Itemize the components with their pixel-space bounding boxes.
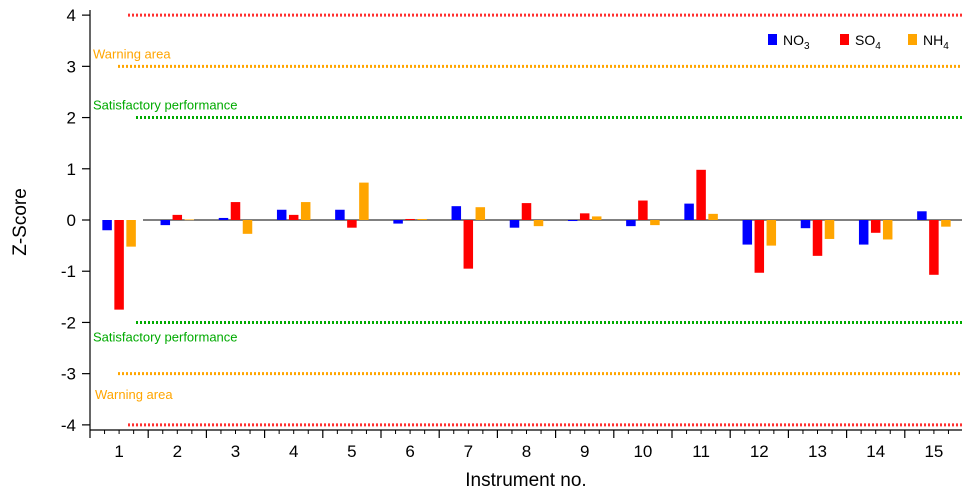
x-tick-label: 15 bbox=[924, 442, 943, 461]
warning-area-label: Warning area bbox=[95, 387, 173, 402]
x-ticks-group: 1 2 3 4 5 6 7 8 9 10 11 12 13 14 15 bbox=[89, 430, 949, 461]
x-tick-label: 5 bbox=[347, 442, 356, 461]
legend-label-main: NH bbox=[923, 32, 943, 48]
legend-label: NH4 bbox=[923, 32, 949, 52]
y-tick-label: -2 bbox=[61, 313, 76, 332]
legend-label: SO4 bbox=[855, 32, 881, 52]
bar bbox=[184, 219, 195, 221]
bar bbox=[300, 202, 311, 220]
bar bbox=[812, 220, 823, 256]
x-tick-label: 3 bbox=[231, 442, 240, 461]
bar bbox=[929, 220, 939, 275]
bar bbox=[638, 200, 648, 220]
x-tick-label: 10 bbox=[633, 442, 652, 461]
bar bbox=[579, 213, 590, 220]
bar bbox=[393, 220, 403, 224]
reference-label: Satisfactory performance bbox=[93, 98, 238, 113]
bar bbox=[160, 220, 171, 226]
bar bbox=[359, 182, 369, 220]
y-tick-label: 4 bbox=[67, 6, 76, 25]
x-tick-label: 6 bbox=[405, 442, 414, 461]
bar bbox=[451, 206, 462, 220]
bar bbox=[521, 203, 532, 220]
legend-label-subscript: 4 bbox=[943, 41, 949, 52]
bar bbox=[591, 216, 602, 220]
annotations-group: Warning area Satisfactory performance Sati… bbox=[93, 46, 238, 402]
legend: NO3 SO4 NH4 bbox=[768, 32, 949, 52]
y-tick-label: -3 bbox=[61, 365, 76, 384]
y-tick-label: -4 bbox=[61, 416, 76, 435]
bar bbox=[347, 220, 357, 228]
bar bbox=[754, 220, 765, 273]
bar bbox=[567, 220, 578, 222]
x-tick-label: 14 bbox=[866, 442, 885, 461]
bar bbox=[114, 220, 124, 310]
bar bbox=[475, 207, 486, 220]
bar bbox=[102, 220, 112, 231]
x-tick-label: 2 bbox=[173, 442, 182, 461]
legend-swatch bbox=[840, 34, 849, 45]
bar bbox=[509, 220, 520, 228]
y-tick-label: 1 bbox=[67, 160, 76, 179]
legend-label-subscript: 3 bbox=[804, 41, 810, 52]
bar bbox=[917, 211, 927, 220]
y-ticks-group: 4 3 2 1 0 -1 -2 -3 -4 bbox=[61, 6, 90, 435]
x-tick-label: 12 bbox=[750, 442, 769, 461]
bar bbox=[742, 220, 753, 245]
legend-label: NO3 bbox=[783, 32, 810, 52]
y-tick-label: -1 bbox=[61, 262, 76, 281]
bar bbox=[335, 209, 345, 220]
bar bbox=[870, 220, 881, 233]
x-tick-label: 7 bbox=[464, 442, 473, 461]
bar bbox=[288, 214, 299, 220]
bar bbox=[533, 220, 544, 227]
bar bbox=[417, 218, 427, 220]
bar bbox=[230, 202, 241, 220]
reference-label: Warning area bbox=[93, 46, 171, 61]
x-tick-label: 9 bbox=[580, 442, 589, 461]
bar bbox=[405, 218, 415, 220]
x-tick-label: 4 bbox=[289, 442, 298, 461]
bar bbox=[858, 220, 869, 245]
x-tick-label: 13 bbox=[808, 442, 827, 461]
bar bbox=[242, 220, 253, 234]
bar bbox=[941, 220, 951, 227]
bar bbox=[172, 214, 183, 220]
legend-swatch bbox=[768, 34, 777, 45]
legend-label-main: NO bbox=[783, 32, 804, 48]
y-tick-label: 2 bbox=[67, 109, 76, 128]
bar bbox=[218, 217, 229, 220]
bar bbox=[650, 220, 660, 226]
x-tick-label: 1 bbox=[114, 442, 123, 461]
legend-label-main: SO bbox=[855, 32, 875, 48]
legend-label-subscript: 4 bbox=[875, 41, 881, 52]
bar bbox=[708, 213, 718, 220]
bar bbox=[276, 209, 287, 220]
bar bbox=[766, 220, 777, 246]
reference-lines bbox=[118, 13, 962, 427]
y-axis-title: Z-Score bbox=[10, 188, 31, 256]
bar bbox=[800, 220, 811, 229]
bar bbox=[696, 169, 706, 220]
y-tick-label: 3 bbox=[67, 57, 76, 76]
x-tick-label: 8 bbox=[522, 442, 531, 461]
bar bbox=[684, 203, 694, 220]
x-axis-title: Instrument no. bbox=[465, 470, 586, 491]
bar bbox=[463, 220, 474, 269]
bar bbox=[824, 220, 835, 239]
bar bbox=[882, 220, 893, 240]
x-tick-label: 11 bbox=[692, 442, 710, 461]
legend-swatch bbox=[908, 34, 917, 45]
bars-group bbox=[102, 169, 951, 310]
bar bbox=[126, 220, 136, 247]
bar bbox=[626, 220, 636, 227]
reference-label: Satisfactory performance bbox=[93, 329, 238, 344]
y-tick-label: 0 bbox=[67, 211, 76, 230]
